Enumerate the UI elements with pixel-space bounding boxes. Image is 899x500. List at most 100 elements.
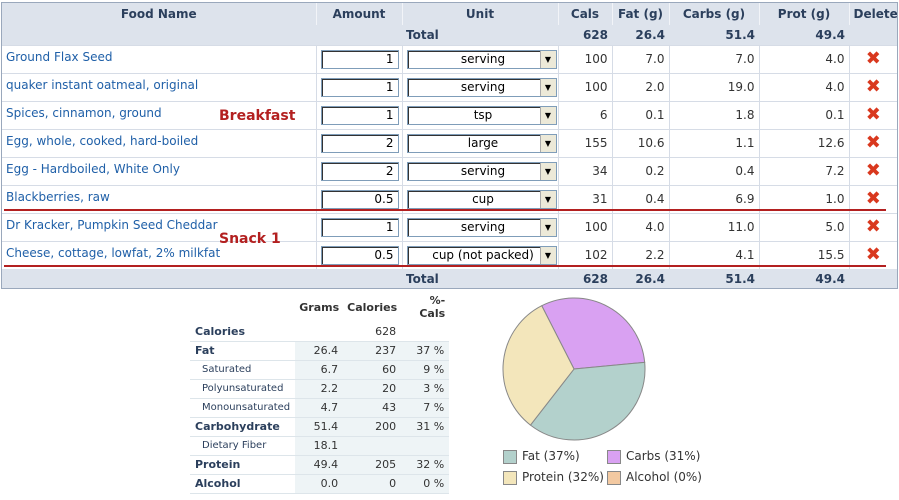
- food-name-link[interactable]: Blackberries, raw: [2, 184, 316, 213]
- delete-cell: ✖: [848, 240, 897, 269]
- pie-slice-fat: [529, 361, 646, 441]
- nutrition-col-calories: Calories: [347, 300, 398, 314]
- amount-input[interactable]: 0.5: [320, 189, 399, 209]
- food-fat: 2.2: [611, 240, 669, 269]
- nutrition-row: Carbohydrate 51.4 200 31 %: [190, 417, 450, 437]
- nutrition-pct: 32 %: [401, 455, 450, 475]
- nutrition-grams: 51.4: [295, 417, 344, 437]
- food-carbs: 7.0: [668, 44, 759, 73]
- food-prot: 5.0: [758, 212, 849, 241]
- unit-select[interactable]: serving ▼: [406, 49, 557, 69]
- delete-cell: ✖: [848, 212, 897, 241]
- delete-x-icon[interactable]: ✖: [865, 216, 881, 237]
- food-prot: 1.0: [758, 184, 849, 213]
- dropdown-arrow-icon[interactable]: ▼: [539, 106, 556, 124]
- delete-x-icon[interactable]: ✖: [865, 76, 881, 97]
- nutrition-grams: 26.4: [295, 341, 344, 361]
- dropdown-arrow-icon[interactable]: ▼: [539, 162, 556, 180]
- nutrition-row: Monounsaturated 4.7 43 7 %: [190, 398, 450, 418]
- food-cals: 100: [557, 212, 612, 241]
- legend-item-protein: Protein (32%): [503, 470, 604, 485]
- meal-divider: [4, 265, 886, 267]
- food-row: Egg - Hardboiled, White Only 2 serving ▼ 34 0…: [2, 156, 897, 185]
- food-name-link[interactable]: quaker instant oatmeal, original: [2, 72, 316, 101]
- nutrition-pct: 9 %: [401, 360, 450, 380]
- amount-input[interactable]: 1: [320, 49, 399, 69]
- legend-label-protein: Protein (32%): [522, 470, 604, 484]
- unit-value: tsp: [473, 107, 493, 122]
- nutrition-summary-table: Grams Calories %-Cals Calories 628 Fat 26.4…: [190, 292, 450, 494]
- amount-input[interactable]: 1: [320, 77, 399, 97]
- unit-select[interactable]: serving ▼: [406, 161, 557, 181]
- header-row: Food Name Amount Unit Cals Fat (g) Carbs…: [2, 3, 897, 25]
- delete-x-icon[interactable]: ✖: [865, 160, 881, 181]
- food-name-link[interactable]: Egg, whole, cooked, hard-boiled: [2, 128, 316, 157]
- amount-input[interactable]: 1: [320, 217, 399, 237]
- food-carbs: 1.1: [668, 128, 759, 157]
- unit-select[interactable]: cup ▼: [406, 189, 557, 209]
- delete-x-icon[interactable]: ✖: [865, 244, 881, 266]
- col-cals[interactable]: Cals: [557, 3, 612, 25]
- nutrition-calories: 200: [343, 417, 402, 437]
- nutrition-pct: 0 %: [401, 474, 450, 494]
- total-cals: 628: [558, 25, 612, 45]
- col-unit[interactable]: Unit: [401, 3, 558, 25]
- food-fat: 2.0: [611, 72, 669, 101]
- delete-cell: ✖: [848, 72, 897, 101]
- unit-select[interactable]: serving ▼: [406, 77, 557, 97]
- legend-item-fat: Fat (37%): [503, 449, 580, 464]
- unit-cell: serving ▼: [401, 44, 558, 73]
- food-carbs: 0.4: [668, 156, 759, 185]
- delete-x-icon[interactable]: ✖: [865, 104, 881, 125]
- nutrition-label: Polyunsaturated: [190, 379, 296, 399]
- unit-select[interactable]: serving ▼: [406, 217, 557, 237]
- amount-input[interactable]: 0.5: [320, 245, 399, 265]
- food-prot: 4.0: [758, 44, 849, 73]
- unit-select[interactable]: cup (not packed) ▼: [406, 245, 557, 265]
- meal-label-snack: Snack 1: [219, 231, 281, 247]
- nutrition-pct: 7 %: [401, 398, 450, 418]
- col-food-name[interactable]: Food Name: [2, 3, 316, 25]
- food-fat: 0.4: [611, 184, 669, 213]
- nutrition-grams: 18.1: [295, 436, 344, 456]
- delete-cell: ✖: [848, 156, 897, 185]
- unit-cell: large ▼: [401, 128, 558, 157]
- nutrition-label: Dietary Fiber: [190, 436, 296, 456]
- col-carbs[interactable]: Carbs (g): [668, 3, 759, 25]
- total-label: Total: [402, 269, 558, 289]
- food-name-link[interactable]: Spices, cinnamon, ground: [2, 100, 316, 129]
- delete-x-icon[interactable]: ✖: [865, 188, 881, 209]
- food-row: Cheese, cottage, lowfat, 2% milkfat 0.5 cu…: [2, 240, 897, 269]
- amount-input[interactable]: 2: [320, 161, 399, 181]
- food-name-link[interactable]: Dr Kracker, Pumpkin Seed Cheddar: [2, 212, 316, 241]
- dropdown-arrow-icon[interactable]: ▼: [539, 218, 556, 236]
- amount-cell: 2: [315, 156, 402, 185]
- delete-x-icon[interactable]: ✖: [865, 132, 881, 153]
- nutrition-row: Dietary Fiber 18.1: [190, 436, 450, 456]
- amount-input[interactable]: 1: [320, 105, 399, 125]
- food-row: quaker instant oatmeal, original 1 serving…: [2, 72, 897, 101]
- dropdown-arrow-icon[interactable]: ▼: [539, 246, 556, 264]
- dropdown-arrow-icon[interactable]: ▼: [539, 190, 556, 208]
- total-prot: 49.4: [759, 25, 849, 45]
- food-row: Ground Flax Seed 1 serving ▼ 100 7.0 7.0 4.0 ✖: [2, 44, 897, 73]
- unit-select[interactable]: tsp ▼: [406, 105, 557, 125]
- dropdown-arrow-icon[interactable]: ▼: [539, 78, 556, 96]
- food-log-table: Food Name Amount Unit Cals Fat (g) Carbs…: [2, 3, 897, 289]
- food-name-link[interactable]: Ground Flax Seed: [2, 44, 316, 73]
- nutrition-row: Calories 628: [190, 322, 450, 342]
- col-prot[interactable]: Prot (g): [758, 3, 849, 25]
- nutrition-label: Protein: [190, 455, 296, 475]
- dropdown-arrow-icon[interactable]: ▼: [539, 50, 556, 68]
- food-name-link[interactable]: Cheese, cottage, lowfat, 2% milkfat: [2, 240, 316, 269]
- nutrition-pct: 3 %: [401, 379, 450, 399]
- amount-input[interactable]: 2: [320, 133, 399, 153]
- food-name-link[interactable]: Egg - Hardboiled, White Only: [2, 156, 316, 185]
- col-amount[interactable]: Amount: [315, 3, 402, 25]
- col-fat[interactable]: Fat (g): [611, 3, 669, 25]
- dropdown-arrow-icon[interactable]: ▼: [539, 134, 556, 152]
- delete-x-icon[interactable]: ✖: [865, 48, 881, 69]
- food-cals: 155: [557, 128, 612, 157]
- unit-value: serving: [460, 51, 506, 66]
- unit-select[interactable]: large ▼: [406, 133, 557, 153]
